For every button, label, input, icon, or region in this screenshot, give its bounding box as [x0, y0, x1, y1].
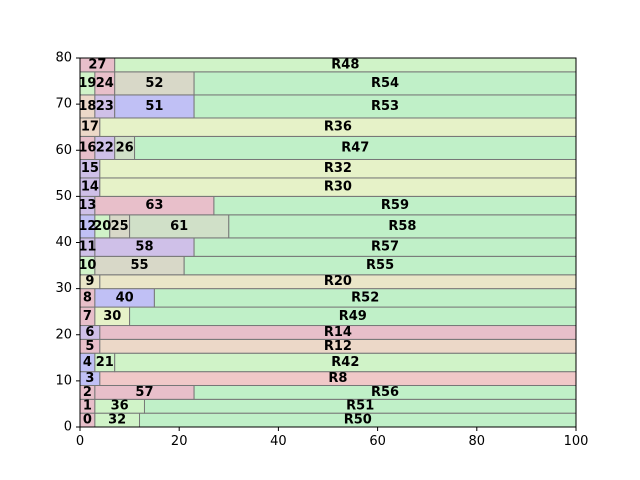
- treemap-cell-label: 63: [145, 198, 163, 213]
- treemap-cell-label: 26: [116, 140, 134, 155]
- treemap-cell-label: R48: [331, 57, 359, 72]
- y-axis: 0 10 20 30 40 50 60 70 80: [55, 51, 80, 435]
- treemap-cell-label: 8: [83, 290, 92, 305]
- treemap-rects: [79, 57, 577, 428]
- x-tick-label: 80: [469, 434, 486, 449]
- treemap-cell-label: 1: [83, 399, 92, 414]
- treemap-cell-label: 40: [116, 290, 134, 305]
- y-tick-label: 60: [55, 143, 72, 158]
- treemap-cell-label: R56: [371, 385, 399, 400]
- y-tick-label: 70: [55, 97, 72, 112]
- treemap-cell-label: R59: [381, 198, 409, 213]
- treemap-cell-label: 7: [83, 309, 92, 324]
- treemap-cell-label: R54: [371, 76, 399, 91]
- treemap-cell-label: R32: [324, 161, 352, 176]
- treemap-cell-label: 51: [145, 99, 163, 114]
- x-axis: 0 20 40 60 80 100: [76, 427, 589, 449]
- y-tick-label: 10: [55, 373, 72, 388]
- treemap-cell-label: 16: [78, 140, 96, 155]
- treemap-labels: 0 32 R50 1 36 R51 2 57 R56 3 R8 4 21 R42 5 R12 6 R14 7 30 R4…: [78, 57, 416, 427]
- treemap-cell-label: 15: [81, 161, 99, 176]
- treemap-cell-label: 23: [96, 99, 114, 114]
- treemap-cell-label: R14: [324, 325, 352, 340]
- treemap-cell-label: 13: [78, 198, 96, 213]
- treemap-cell-label: R42: [331, 355, 359, 370]
- treemap-cell-label: 3: [85, 371, 94, 386]
- x-tick-label: 60: [369, 434, 386, 449]
- y-tick-label: 40: [55, 235, 72, 250]
- treemap-cell-label: 4: [83, 355, 92, 370]
- treemap-cell-label: R58: [388, 219, 416, 234]
- treemap-cell-label: 0: [83, 413, 92, 428]
- treemap-cell-label: 19: [78, 76, 96, 91]
- treemap-cell-label: 30: [103, 309, 121, 324]
- treemap-cell-label: 20: [93, 219, 111, 234]
- treemap-cell-label: R52: [351, 290, 379, 305]
- treemap-cell-label: 17: [81, 120, 99, 135]
- treemap-cell-label: 6: [85, 325, 94, 340]
- treemap-cell-label: R8: [328, 371, 347, 386]
- y-tick-label: 20: [55, 327, 72, 342]
- treemap-cell-label: 52: [145, 76, 163, 91]
- treemap-cell-label: 12: [78, 219, 96, 234]
- treemap-cell-label: R12: [324, 339, 352, 354]
- y-tick-label: 80: [55, 51, 72, 66]
- y-tick-label: 0: [64, 420, 72, 435]
- x-tick-label: 100: [564, 434, 589, 449]
- treemap-cell-label: 14: [81, 180, 99, 195]
- treemap-cell-label: 2: [83, 385, 92, 400]
- treemap-cell-label: 21: [96, 355, 114, 370]
- treemap-cell-label: R30: [324, 180, 352, 195]
- treemap-cell-label: R51: [346, 399, 374, 414]
- treemap-cell-label: 36: [111, 399, 129, 414]
- x-tick-label: 20: [171, 434, 188, 449]
- treemap-cell-label: 11: [78, 240, 96, 255]
- treemap-cell-label: R50: [344, 413, 372, 428]
- treemap-cell-label: R36: [324, 120, 352, 135]
- treemap-cell-label: R20: [324, 274, 352, 289]
- treemap-cell-label: 10: [78, 258, 96, 273]
- treemap-cell-label: R49: [339, 309, 367, 324]
- treemap-cell-label: 9: [85, 274, 94, 289]
- treemap-cell-label: 24: [96, 76, 114, 91]
- treemap-cell-label: 58: [135, 240, 153, 255]
- y-tick-label: 30: [55, 281, 72, 296]
- treemap-cell-label: 22: [96, 140, 114, 155]
- treemap-cell-label: 5: [85, 339, 94, 354]
- treemap-cell-label: 57: [135, 385, 153, 400]
- treemap-cell-label: R53: [371, 99, 399, 114]
- y-tick-label: 50: [55, 189, 72, 204]
- treemap-cell-label: R57: [371, 240, 399, 255]
- x-tick-label: 0: [76, 434, 84, 449]
- treemap-cell-label: R47: [341, 140, 369, 155]
- treemap-cell-label: R55: [366, 258, 394, 273]
- treemap-cell-label: 32: [108, 413, 126, 428]
- treemap-cell-label: 27: [88, 57, 106, 72]
- x-tick-label: 40: [270, 434, 287, 449]
- treemap-cell-label: 61: [170, 219, 188, 234]
- treemap-cell-label: 18: [78, 99, 96, 114]
- treemap-cell-label: 55: [130, 258, 148, 273]
- treemap-cell-label: 25: [111, 219, 129, 234]
